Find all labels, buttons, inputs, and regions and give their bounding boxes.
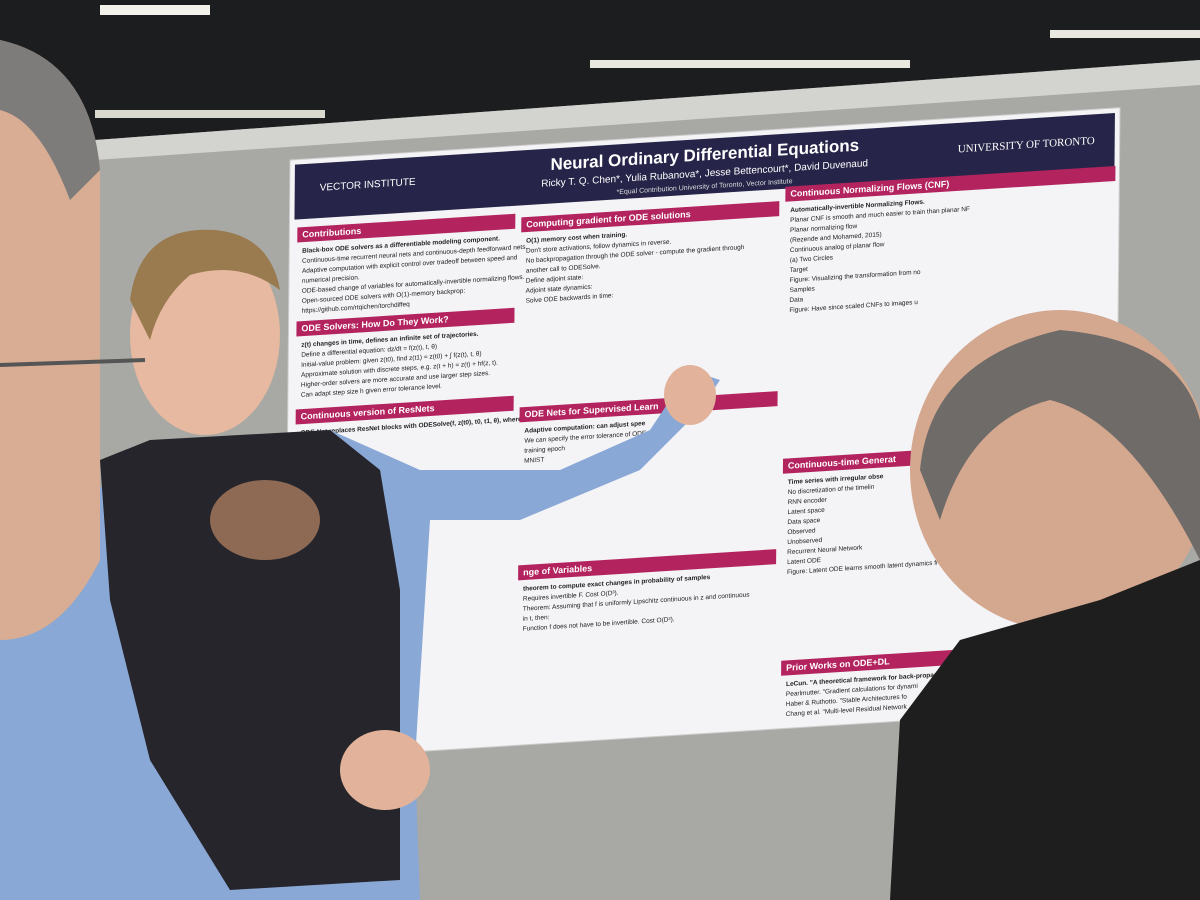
ceiling-light — [100, 5, 210, 15]
baby-carrier — [100, 430, 400, 890]
section-text: numerical precision. — [302, 274, 360, 285]
section-heading-bar — [297, 213, 516, 243]
glasses — [0, 358, 146, 367]
hand — [664, 365, 716, 425]
section-text: another call to ODESolve. — [526, 263, 601, 275]
section-text: Data space — [787, 517, 820, 526]
poster-header — [294, 113, 1115, 220]
section-text: Define adjoint state: — [526, 274, 584, 285]
hair — [0, 40, 100, 200]
section-text: Latent ODE — [787, 557, 822, 566]
section-text: MNIST — [524, 457, 544, 465]
section-text: Samples — [790, 286, 816, 295]
section-heading: nge of Variables — [523, 563, 592, 577]
presenter — [0, 229, 720, 900]
section-text: Adjoint state dynamics: — [526, 284, 593, 295]
section-heading-bar — [296, 307, 515, 337]
section-heading-bar — [295, 395, 514, 425]
section-text: Planar normalizing flow — [790, 223, 857, 234]
section-heading: Contributions — [302, 226, 361, 240]
section-text: Observed — [787, 527, 816, 536]
section-text: RNN encoder — [788, 497, 828, 507]
section-text: training epoch — [524, 445, 565, 455]
section-text: Target — [790, 266, 808, 274]
jacket — [890, 560, 1200, 900]
ceiling-light — [590, 60, 910, 68]
section-heading-bar — [518, 549, 777, 581]
section-text: Latent space — [788, 507, 826, 516]
ceiling-light — [95, 110, 325, 118]
section-text: Data — [789, 296, 803, 304]
section-text: (a) Two Circles — [790, 254, 834, 264]
hair — [920, 330, 1200, 560]
section-heading-bar — [521, 201, 780, 233]
board-frame — [95, 60, 1200, 160]
section-text: in t, then: — [523, 614, 550, 623]
section-text: Unobserved — [787, 537, 822, 546]
section-text: Recurrent Neural Network — [787, 544, 863, 556]
ceiling-light — [1050, 30, 1200, 38]
baby-head — [210, 480, 320, 560]
hand — [340, 730, 430, 810]
section-heading-bar — [785, 165, 1116, 202]
right-visitor — [890, 310, 1200, 900]
left-visitor — [0, 40, 146, 640]
hair — [130, 229, 280, 340]
